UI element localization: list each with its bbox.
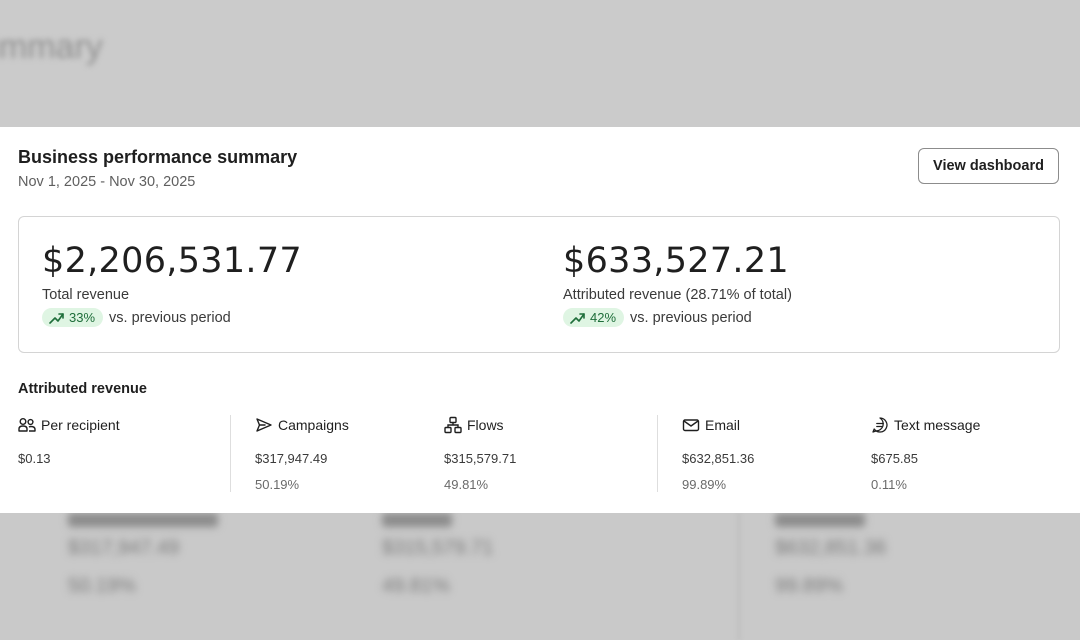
backdrop-value: $632,851.36 [775, 537, 887, 559]
metric-label: Flows [467, 417, 504, 433]
change-suffix: vs. previous period [109, 309, 231, 326]
card-title: Business performance summary [18, 147, 298, 167]
metric-percent: 49.81% [444, 477, 489, 492]
kpi-change: 33% vs. previous period [42, 308, 302, 327]
metric-email: Email $632,851.36 99.89% [682, 415, 754, 492]
divider [230, 415, 231, 492]
kpi-attributed-revenue: $633,527.21 Attributed revenue (28.71% o… [563, 239, 792, 327]
metric-label: Text message [894, 417, 981, 433]
sms-icon [871, 416, 889, 434]
trend-up-icon [49, 312, 64, 324]
change-value: 42% [590, 310, 617, 325]
attributed-metrics: Per recipient $0.13 Campaigns $317,947.4… [18, 415, 1060, 493]
metric-percent: 0.11% [871, 477, 907, 492]
backdrop-top: ummary [0, 0, 1080, 127]
change-badge: 33% [42, 308, 104, 327]
kpi-value: $633,527.21 [563, 241, 789, 281]
send-icon [255, 416, 273, 434]
view-dashboard-button[interactable]: View dashboard [918, 148, 1059, 184]
backdrop-blur-bar [382, 513, 452, 527]
metric-flows: Flows $315,579.71 49.81% [444, 415, 516, 492]
kpi-panel: $2,206,531.77 Total revenue 33% vs. prev… [18, 216, 1060, 353]
people-icon [18, 416, 36, 434]
flows-icon [444, 416, 462, 434]
kpi-label: Total revenue [42, 287, 130, 303]
metric-label: Campaigns [278, 417, 349, 433]
metric-value: $317,947.49 [255, 451, 328, 466]
metric-percent: 50.19% [255, 477, 300, 492]
kpi-label: Attributed revenue (28.71% of total) [563, 287, 792, 303]
metric-percent: 99.89% [682, 477, 727, 492]
divider [657, 415, 658, 492]
metric-per-recipient: Per recipient $0.13 [18, 415, 120, 466]
backdrop-blur-bar [775, 513, 865, 527]
backdrop-percent: 50.19% [68, 575, 136, 597]
metric-value: $632,851.36 [682, 451, 755, 466]
metric-value: $315,579.71 [444, 451, 517, 466]
backdrop-blur-bar [68, 513, 218, 527]
metric-text-message: Text message $675.85 0.11% [871, 415, 980, 492]
kpi-total-revenue: $2,206,531.77 Total revenue 33% vs. prev… [42, 239, 302, 327]
backdrop-bottom: $317,947.49 $315,579.71 $632,851.36 50.1… [0, 513, 1080, 640]
backdrop-value: $315,579.71 [382, 537, 494, 559]
metric-campaigns: Campaigns $317,947.49 50.19% [255, 415, 349, 492]
metric-value: $675.85 [871, 451, 918, 466]
email-icon [682, 416, 700, 434]
date-range: Nov 1, 2025 - Nov 30, 2025 [18, 174, 196, 190]
change-value: 33% [69, 310, 96, 325]
metric-label: Email [705, 417, 741, 433]
backdrop-value: $317,947.49 [68, 537, 180, 559]
business-performance-card: Business performance summary Nov 1, 2025… [0, 127, 1080, 513]
backdrop-divider [738, 513, 740, 640]
change-suffix: vs. previous period [630, 309, 752, 326]
backdrop-percent: 99.89% [775, 575, 843, 597]
change-badge: 42% [563, 308, 625, 327]
backdrop-percent: 49.81% [382, 575, 450, 597]
kpi-change: 42% vs. previous period [563, 308, 792, 327]
backdrop-title: ummary [0, 28, 103, 66]
metric-value: $0.13 [18, 451, 51, 466]
metric-label: Per recipient [41, 417, 120, 433]
trend-up-icon [570, 312, 585, 324]
kpi-value: $2,206,531.77 [42, 241, 302, 281]
attributed-revenue-title: Attributed revenue [18, 381, 147, 397]
